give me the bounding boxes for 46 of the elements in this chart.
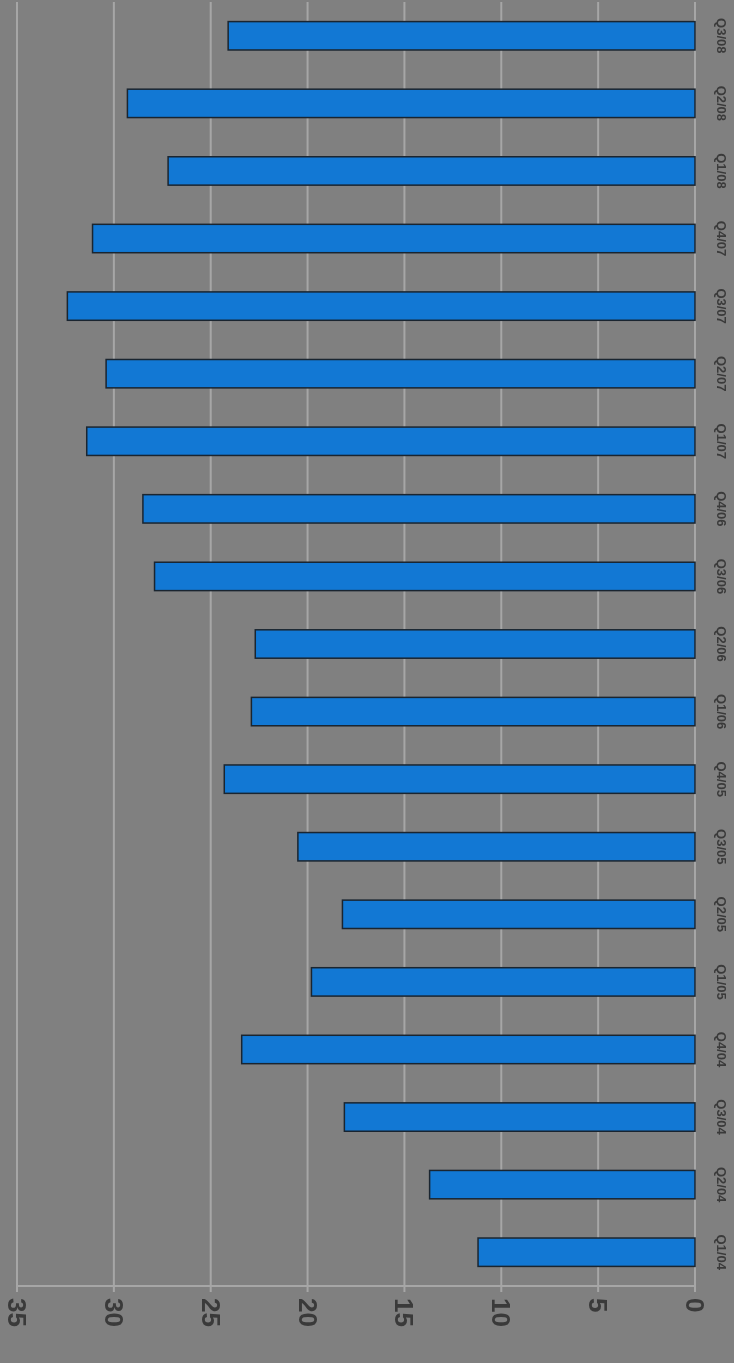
y-tick-label: Q2/07 <box>713 355 729 392</box>
bar <box>142 493 696 524</box>
bar <box>250 696 696 727</box>
y-tick-label: Q3/06 <box>713 558 729 595</box>
y-tick-label: Q2/04 <box>713 1166 729 1204</box>
y-tick-label: Q3/05 <box>713 829 729 865</box>
x-tick-label: 20 <box>292 1298 323 1327</box>
y-tick-label: Q3/04 <box>713 1099 729 1136</box>
x-tick-label: 25 <box>195 1298 226 1327</box>
bar <box>91 223 696 254</box>
y-tick-label: Q4/06 <box>713 491 729 527</box>
y-tick-label: Q3/08 <box>713 18 729 54</box>
bar <box>341 899 696 930</box>
x-tick-label: 10 <box>486 1298 517 1327</box>
bar <box>310 966 696 997</box>
bar <box>477 1237 696 1268</box>
y-tick-label: Q3/07 <box>713 288 729 324</box>
bar <box>297 831 696 862</box>
bar <box>105 358 696 389</box>
y-tick-label: Q1/08 <box>713 153 729 189</box>
bar <box>153 561 696 592</box>
y-tick-label: Q4/05 <box>713 761 729 797</box>
y-tick-label: Q1/07 <box>713 423 729 459</box>
bar <box>126 88 696 119</box>
y-tick-label: Q4/07 <box>713 220 729 257</box>
x-tick-label: 0 <box>680 1298 710 1313</box>
y-tick-label: Q1/04 <box>713 1234 729 1271</box>
bar <box>85 426 696 457</box>
y-tick-label: Q2/08 <box>713 85 729 122</box>
y-tick-label: Q4/04 <box>713 1031 729 1068</box>
bar <box>227 20 696 51</box>
bar <box>223 764 696 795</box>
y-tick-label: Q2/05 <box>713 896 729 933</box>
x-tick-label: 35 <box>2 1298 32 1327</box>
x-tick-label: 15 <box>389 1298 420 1327</box>
bar <box>167 156 696 186</box>
bar <box>254 629 696 659</box>
bar <box>66 291 696 322</box>
x-tick-label: 30 <box>98 1298 129 1327</box>
bar <box>343 1102 696 1132</box>
y-tick-label: Q2/06 <box>713 626 729 662</box>
y-tick-label: Q1/06 <box>713 693 729 730</box>
bar <box>240 1034 696 1065</box>
x-tick-label: 5 <box>583 1298 614 1313</box>
y-tick-label: Q1/05 <box>713 964 729 1000</box>
bar <box>428 1169 696 1200</box>
